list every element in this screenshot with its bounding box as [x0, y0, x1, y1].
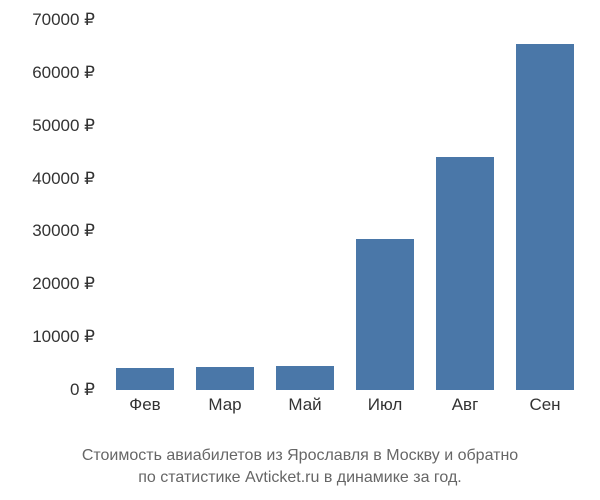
caption-line-1: Стоимость авиабилетов из Ярославля в Мос…: [82, 447, 518, 464]
bar-group: [425, 157, 505, 390]
bar: [276, 366, 334, 390]
bar-group: [265, 366, 345, 390]
bar: [356, 239, 414, 390]
x-axis: ФевМарМайИюлАвгСен: [105, 395, 585, 415]
y-tick-label: 0 ₽: [70, 380, 95, 400]
x-tick-label: Май: [265, 395, 345, 415]
bar-group: [105, 368, 185, 390]
y-tick-label: 10000 ₽: [32, 327, 95, 347]
plot-area: [105, 20, 585, 390]
x-tick-label: Фев: [105, 395, 185, 415]
y-tick-label: 20000 ₽: [32, 274, 95, 294]
bar-group: [345, 239, 425, 390]
bar-group: [185, 367, 265, 390]
chart-caption: Стоимость авиабилетов из Ярославля в Мос…: [0, 445, 600, 490]
bar: [516, 44, 574, 390]
y-tick-label: 60000 ₽: [32, 63, 95, 83]
caption-line-2: по статистике Avticket.ru в динамике за …: [138, 469, 462, 486]
bar-group: [505, 44, 585, 390]
y-tick-label: 30000 ₽: [32, 221, 95, 241]
bar: [436, 157, 494, 390]
x-tick-label: Июл: [345, 395, 425, 415]
chart-container: 0 ₽ 10000 ₽ 20000 ₽ 30000 ₽ 40000 ₽ 50000 ₽ 60…: [0, 0, 600, 440]
bar: [196, 367, 254, 390]
x-tick-label: Сен: [505, 395, 585, 415]
y-tick-label: 40000 ₽: [32, 169, 95, 189]
y-tick-label: 70000 ₽: [32, 10, 95, 30]
y-tick-label: 50000 ₽: [32, 116, 95, 136]
x-tick-label: Мар: [185, 395, 265, 415]
x-tick-label: Авг: [425, 395, 505, 415]
bar: [116, 368, 174, 390]
y-axis: 0 ₽10000 ₽20000 ₽30000 ₽40000 ₽50000 ₽60…: [0, 20, 105, 390]
bars-group: [105, 20, 585, 390]
